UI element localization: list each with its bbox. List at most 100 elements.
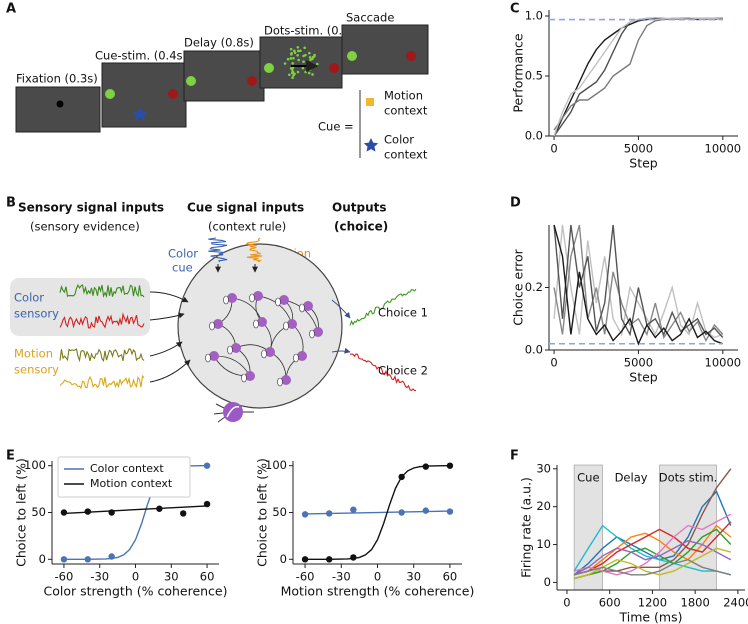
panel-label: B bbox=[6, 196, 16, 211]
data-point bbox=[326, 556, 333, 563]
subheader: (choice) bbox=[334, 220, 388, 234]
dot bbox=[286, 57, 290, 61]
data-point bbox=[398, 509, 405, 516]
arrow bbox=[331, 299, 351, 319]
x-tick-label: 0 bbox=[550, 356, 557, 370]
target bbox=[347, 51, 357, 61]
cue-text: Color bbox=[384, 133, 414, 147]
neuron bbox=[253, 291, 263, 301]
data-point bbox=[84, 556, 91, 563]
subheader: (context rule) bbox=[208, 220, 286, 234]
x-tick-label: 60 bbox=[443, 570, 458, 584]
neuron bbox=[265, 347, 275, 357]
y-tick-label: 50 bbox=[31, 505, 46, 519]
neuron-highlight bbox=[241, 373, 247, 383]
cue-text: context bbox=[384, 104, 428, 118]
y-tick-label: 100 bbox=[24, 458, 46, 472]
data-point bbox=[60, 509, 68, 516]
x-tick-label: -60 bbox=[296, 570, 315, 584]
dot bbox=[299, 49, 302, 53]
dot bbox=[290, 71, 294, 75]
x-axis-label: Step bbox=[629, 370, 658, 385]
neuron bbox=[297, 351, 307, 361]
dot bbox=[291, 76, 294, 80]
neuron-highlight bbox=[283, 321, 289, 331]
target bbox=[264, 63, 274, 73]
target bbox=[406, 51, 416, 61]
screen bbox=[15, 86, 101, 133]
target bbox=[329, 63, 339, 73]
dot bbox=[308, 55, 312, 59]
output-label: Choice 1 bbox=[378, 306, 428, 320]
neuron bbox=[287, 319, 297, 329]
neuron-highlight bbox=[277, 377, 283, 387]
screen bbox=[259, 36, 343, 89]
data-point bbox=[446, 462, 454, 469]
data-point bbox=[156, 505, 163, 512]
legend-label: Motion context bbox=[90, 477, 173, 490]
y-axis-label: Performance bbox=[511, 33, 526, 113]
star-cue bbox=[363, 138, 379, 152]
dot bbox=[283, 62, 287, 65]
dot bbox=[296, 53, 299, 57]
dot bbox=[290, 68, 294, 71]
dot bbox=[309, 58, 312, 62]
neuron bbox=[209, 351, 219, 361]
panel-label: E bbox=[6, 449, 15, 464]
data-point bbox=[422, 463, 429, 470]
panel-label: D bbox=[510, 196, 521, 211]
dot bbox=[296, 70, 300, 74]
screen bbox=[183, 50, 265, 102]
subheader: (sensory evidence) bbox=[30, 220, 140, 234]
x-tick-label: 30 bbox=[406, 570, 421, 584]
neuron-highlight bbox=[205, 353, 211, 363]
y-tick-label: 30 bbox=[536, 461, 551, 475]
x-tick-label: -30 bbox=[90, 570, 109, 584]
x-tick-label: 0 bbox=[563, 596, 570, 610]
y-tick-label: 0.0 bbox=[525, 343, 543, 357]
data-point bbox=[422, 507, 429, 514]
data-point bbox=[84, 508, 91, 515]
signal-traces bbox=[59, 237, 417, 392]
dot bbox=[307, 71, 311, 75]
neuron-highlight bbox=[223, 295, 229, 305]
series-line bbox=[553, 17, 723, 137]
dot bbox=[293, 72, 296, 76]
arrow bbox=[149, 291, 189, 303]
epoch-label: Saccade bbox=[346, 11, 394, 25]
data-point bbox=[108, 553, 115, 560]
neuron bbox=[303, 301, 313, 311]
header: Sensory signal inputs bbox=[18, 201, 164, 215]
x-tick-label: 60 bbox=[200, 570, 215, 584]
neuron-highlight bbox=[299, 303, 305, 313]
panel-label: F bbox=[510, 449, 519, 464]
epoch-label: Cue-stim. (0.4s) bbox=[95, 49, 187, 63]
cue-label: Cue = bbox=[318, 120, 354, 134]
dot bbox=[302, 60, 305, 64]
series-line bbox=[553, 17, 723, 137]
input-label: sensory bbox=[14, 363, 59, 377]
dot bbox=[291, 62, 295, 65]
series-line bbox=[553, 17, 723, 131]
neuron bbox=[281, 375, 291, 385]
data-point bbox=[180, 510, 187, 517]
series-line bbox=[553, 224, 724, 339]
dot bbox=[301, 66, 305, 70]
neuron-highlight bbox=[253, 319, 259, 329]
signal-trace bbox=[349, 353, 417, 392]
y-tick-label: 0.0 bbox=[525, 129, 543, 143]
dot bbox=[307, 62, 310, 66]
neuron-highlight bbox=[249, 293, 255, 303]
period-label: Dots stim. bbox=[659, 471, 718, 485]
y-tick-label: 10 bbox=[536, 537, 551, 551]
input-label: sensory bbox=[14, 307, 59, 321]
series-line bbox=[553, 224, 724, 338]
fixation-dot bbox=[56, 100, 64, 108]
dot bbox=[293, 51, 297, 55]
dot bbox=[308, 68, 312, 71]
panel-label: C bbox=[510, 2, 520, 17]
input-label: Motion bbox=[14, 347, 53, 361]
